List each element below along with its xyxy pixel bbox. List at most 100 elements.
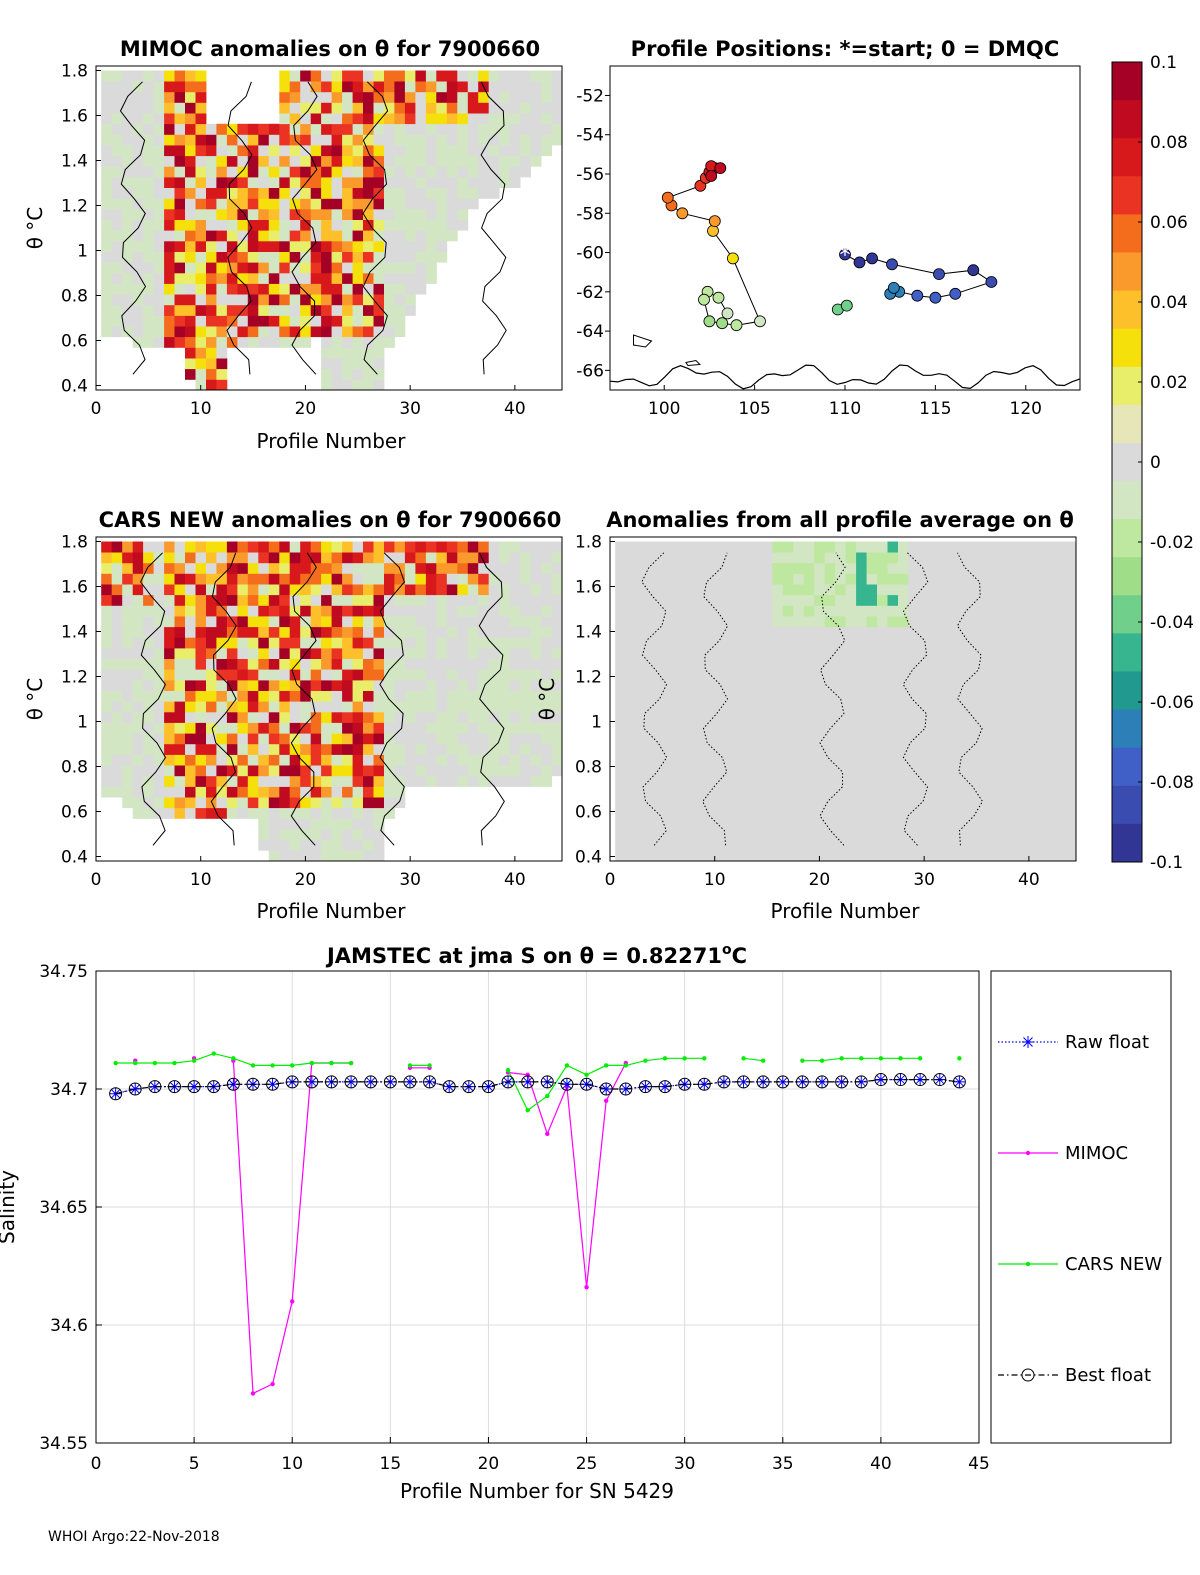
heat-cell — [740, 669, 752, 681]
heat-cell — [1055, 765, 1066, 777]
heat-cell — [237, 562, 249, 574]
x-tick-label: 20 — [478, 1454, 500, 1474]
heat-cell — [520, 648, 531, 659]
heat-cell — [321, 155, 332, 167]
heat-cell — [415, 81, 427, 93]
heat-cell — [352, 272, 364, 284]
heat-cell — [363, 315, 374, 327]
heat-cell — [720, 669, 731, 681]
heat-cell — [782, 541, 794, 553]
heat-cell — [520, 605, 531, 617]
heat-cell — [111, 754, 123, 766]
heat-cell — [111, 102, 123, 114]
heat-cell — [667, 775, 679, 787]
heat-cell — [404, 219, 416, 231]
heat-cell — [467, 690, 479, 702]
heat-cell — [111, 562, 123, 574]
heat-cell — [226, 315, 238, 327]
heat-cell — [279, 754, 291, 766]
heat-cell — [992, 658, 1004, 670]
heat-cell — [237, 123, 249, 135]
heat-cell — [678, 829, 689, 841]
heat-cell — [730, 562, 742, 574]
heat-cell — [258, 637, 270, 649]
x-tick-label: 0 — [91, 399, 102, 419]
heat-cell — [657, 605, 668, 617]
heat-cell — [363, 379, 374, 391]
heat-cell — [877, 743, 888, 755]
heat-cell — [530, 743, 542, 755]
heat-cell — [132, 304, 144, 316]
heat-cell — [950, 680, 962, 691]
heat-cell — [530, 145, 542, 157]
heat-cell — [509, 669, 521, 681]
heat-cell — [101, 584, 113, 596]
heat-cell — [615, 637, 627, 649]
heat-cell — [111, 240, 123, 252]
heat-cell — [457, 198, 469, 210]
y-tick-label: 1.8 — [61, 62, 88, 82]
heat-cell — [153, 711, 165, 723]
heat-cell — [331, 283, 343, 295]
heat-cell — [174, 680, 186, 691]
heat-cell — [1055, 690, 1066, 702]
heat-cell — [814, 765, 826, 777]
heat-cell — [373, 648, 385, 659]
heat-cell — [132, 315, 144, 327]
heat-cell — [625, 711, 637, 723]
island-outline — [633, 334, 653, 348]
heat-cell — [185, 775, 196, 787]
heat-cell — [551, 70, 563, 82]
heat-cell — [237, 797, 249, 809]
heat-cell — [478, 616, 490, 628]
heat-cell — [856, 722, 867, 734]
heat-cell — [164, 251, 175, 263]
heat-cell — [101, 605, 113, 617]
heat-cell — [960, 807, 972, 819]
heat-cell — [782, 711, 794, 723]
heat-cell — [384, 775, 395, 787]
heat-cell — [887, 594, 899, 606]
heat-cell — [1023, 818, 1035, 830]
heat-cell — [530, 594, 542, 606]
heat-cell — [772, 743, 784, 755]
heat-cell — [709, 829, 721, 841]
heat-cell — [446, 616, 458, 628]
x-tick-label: 45 — [968, 1454, 990, 1474]
heat-cell — [929, 754, 941, 766]
heat-cell — [101, 658, 113, 670]
heat-cell — [216, 584, 228, 596]
heat-cell — [981, 562, 993, 574]
heat-cell — [625, 807, 637, 819]
heat-cell — [950, 733, 962, 745]
heat-cell — [688, 733, 700, 745]
heat-cell — [1055, 552, 1066, 564]
heat-cell — [237, 807, 249, 819]
heat-cell — [195, 711, 207, 723]
heat-cell — [939, 722, 951, 734]
heat-cell — [111, 262, 123, 274]
best-float-point — [187, 1080, 201, 1094]
heat-cell — [657, 775, 668, 787]
profile-position-marker — [949, 287, 962, 300]
x-tick-label: 100 — [648, 399, 680, 419]
heat-cell — [310, 573, 322, 585]
heat-cell — [436, 722, 448, 734]
heat-cell — [289, 797, 301, 809]
heat-cell — [289, 70, 301, 82]
heat-cell — [352, 70, 364, 82]
heat-cell — [499, 616, 511, 628]
heat-cell — [720, 648, 731, 659]
heat-cell — [1034, 680, 1045, 691]
heat-cell — [814, 839, 826, 851]
heat-cell — [384, 251, 395, 263]
heat-cell — [625, 637, 637, 649]
heat-cell — [908, 648, 920, 659]
heat-cell — [678, 690, 689, 702]
heat-cell — [499, 584, 511, 596]
heat-cell — [646, 690, 658, 702]
heat-cell — [782, 807, 794, 819]
heat-cell — [478, 743, 490, 755]
heat-cell — [971, 743, 983, 755]
heat-cell — [530, 680, 542, 691]
